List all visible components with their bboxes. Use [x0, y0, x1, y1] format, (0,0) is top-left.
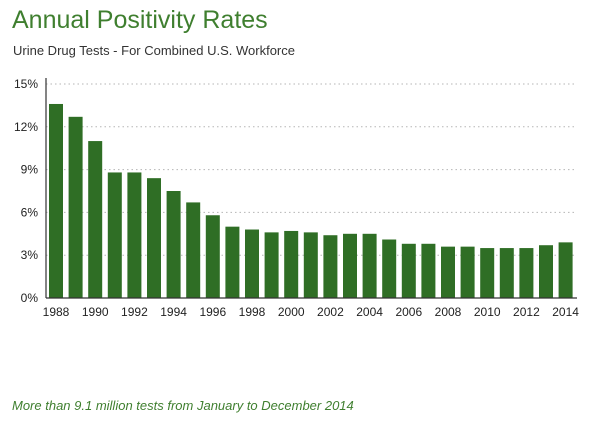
axes: [45, 78, 577, 299]
chart-title: Annual Positivity Rates: [12, 6, 268, 34]
x-tick-label: 1990: [82, 305, 109, 319]
footnote: More than 9.1 million tests from January…: [12, 398, 354, 413]
x-tick-label: 2002: [317, 305, 344, 319]
bar-2008: [441, 246, 455, 298]
bar-2006: [401, 243, 416, 298]
y-tick-label: 15%: [14, 77, 38, 91]
bar-1991: [107, 172, 122, 298]
bar-1990: [88, 141, 103, 298]
y-tick-label: 9%: [21, 163, 39, 177]
gridlines: [46, 83, 577, 256]
x-tick-label: 1988: [43, 305, 70, 319]
x-tick-label: 1996: [199, 305, 226, 319]
bar-2009: [460, 246, 475, 298]
chart-subtitle: Urine Drug Tests - For Combined U.S. Wor…: [13, 43, 295, 58]
bar-1994: [166, 191, 181, 298]
y-tick-label: 6%: [21, 205, 39, 219]
bar-2014: [558, 242, 573, 298]
bar-1999: [264, 232, 279, 298]
bar-2003: [343, 233, 357, 298]
bar-1997: [225, 226, 240, 298]
x-tick-labels: 1988 1990 1992 1994 1996 1998 2000 2002 2004 2006…: [43, 305, 580, 319]
x-tick-label: 2010: [474, 305, 501, 319]
bar-2007: [421, 243, 436, 298]
x-tick-label: 1992: [121, 305, 148, 319]
bar-1992: [127, 172, 142, 298]
bar-2004: [362, 233, 377, 298]
bar-2005: [382, 239, 397, 298]
bar-2013: [539, 245, 553, 298]
x-tick-label: 2006: [395, 305, 422, 319]
bar-2001: [303, 232, 318, 298]
x-tick-label: 1994: [160, 305, 187, 319]
bar-2011: [499, 248, 514, 298]
x-tick-label: 2004: [356, 305, 383, 319]
y-tick-labels: 0% 3% 6% 9% 12% 15%: [14, 77, 38, 305]
bars: [49, 103, 573, 299]
bar-1989: [68, 116, 83, 299]
bar-1995: [186, 202, 201, 298]
x-tick-label: 2008: [435, 305, 462, 319]
x-tick-label: 2000: [278, 305, 305, 319]
x-tick-label: 2012: [513, 305, 540, 319]
bar-2012: [519, 248, 534, 298]
bar-2002: [323, 235, 338, 298]
x-tick-label: 1998: [239, 305, 266, 319]
bar-1993: [147, 178, 161, 298]
x-tick-label: 2014: [552, 305, 579, 319]
bar-2000: [284, 230, 299, 298]
bar-2010: [480, 248, 495, 298]
bar-1988: [49, 103, 63, 299]
y-tick-label: 0%: [21, 291, 39, 305]
y-tick-label: 12%: [14, 120, 38, 134]
bar-1996: [205, 215, 220, 298]
bar-1998: [245, 229, 259, 298]
y-tick-label: 3%: [21, 248, 39, 262]
